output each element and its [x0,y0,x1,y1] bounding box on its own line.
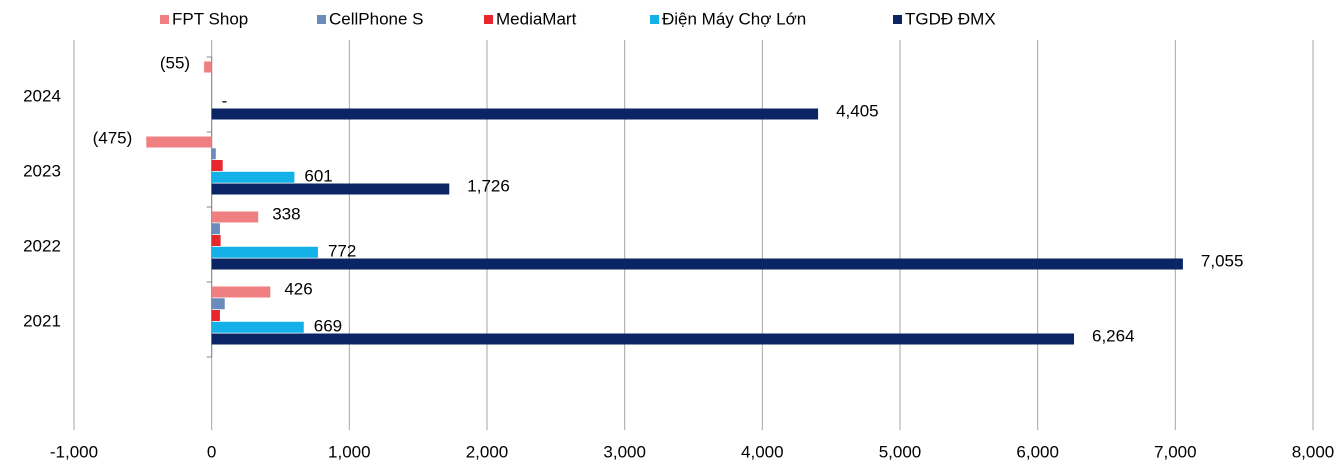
x-tick-label: 5,000 [879,442,922,461]
x-tick-label: 1,000 [328,442,371,461]
bar [211,310,220,321]
data-label: (55) [160,53,190,72]
legend-label: FPT Shop [172,9,248,28]
data-label: - [222,92,228,111]
legend-label: TGDĐ ĐMX [905,9,996,28]
bar [211,171,295,183]
x-tick-label: 0 [207,442,216,461]
bar [211,160,223,171]
x-tick-label: 3,000 [603,442,646,461]
x-tick-label: 8,000 [1292,442,1335,461]
bar [211,246,318,258]
bar [211,211,259,223]
bar [211,183,450,195]
data-label: 1,726 [467,176,510,195]
legend-swatch [160,15,169,24]
y-tick-label: 2024 [23,86,61,105]
legend-label: Điện Máy Chợ Lớn [662,9,806,28]
bar [211,333,1075,345]
legend-swatch [484,15,493,24]
bar [211,321,304,333]
data-label: 426 [284,279,312,298]
data-label: 669 [314,317,342,336]
legend-label: MediaMart [496,9,577,28]
x-tick-label: 4,000 [741,442,784,461]
data-label: 601 [304,167,332,186]
data-label: 4,405 [836,101,879,120]
legend-swatch [317,15,326,24]
bar [146,136,212,148]
data-label: 338 [272,204,300,223]
y-tick-label: 2023 [23,161,61,180]
y-tick-label: 2021 [23,311,61,330]
data-label: 7,055 [1201,251,1244,270]
data-label: 6,264 [1092,326,1135,345]
x-tick-label: 2,000 [466,442,509,461]
data-label: (475) [93,128,133,147]
bar [211,108,819,120]
bar [204,61,212,73]
legend-label: CellPhone S [329,9,424,28]
legend-swatch [650,15,659,24]
legend-swatch [893,15,902,24]
bar [211,286,271,298]
bar [211,258,1183,270]
bar [211,235,221,246]
x-tick-label: 6,000 [1016,442,1059,461]
x-tick-label: 7,000 [1154,442,1197,461]
y-tick-label: 2022 [23,236,61,255]
bar [211,223,220,235]
bar [211,148,216,160]
data-label: 772 [328,242,356,261]
x-tick-label: -1,000 [50,442,98,461]
bar [211,298,225,310]
